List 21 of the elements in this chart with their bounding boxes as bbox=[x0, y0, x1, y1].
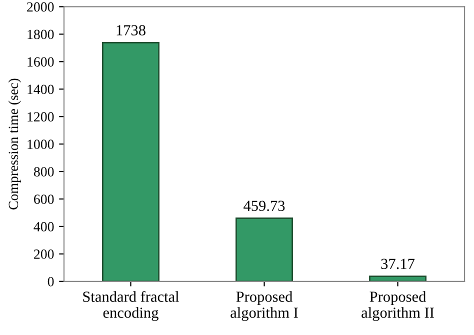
y-tick-label: 400 bbox=[34, 222, 54, 232]
y-tick-label: 1200 bbox=[28, 112, 54, 122]
data-label: 1738 bbox=[116, 25, 146, 36]
data-label: 37.17 bbox=[381, 258, 415, 270]
x-tick-label: Proposed algorithm II bbox=[362, 291, 434, 321]
y-tick-label: 200 bbox=[34, 250, 54, 259]
bar bbox=[369, 276, 426, 282]
y-tick-label: 1400 bbox=[28, 84, 54, 94]
y-tick-label: 1600 bbox=[28, 57, 54, 67]
y-tick-label: 2000 bbox=[27, 2, 54, 12]
x-tick-label: Proposed algorithm I bbox=[230, 291, 298, 321]
y-tick-label: 1800 bbox=[28, 30, 54, 40]
bar bbox=[102, 42, 160, 282]
y-tick-label: 600 bbox=[34, 194, 54, 204]
y-tick-label: 1000 bbox=[28, 140, 54, 150]
x-tick-label: Standard fractal encoding bbox=[83, 290, 180, 321]
bar bbox=[236, 218, 293, 282]
y-tick-label: 0 bbox=[48, 276, 54, 286]
data-label: 459.73 bbox=[244, 200, 285, 212]
y-tick-label: 800 bbox=[34, 167, 54, 176]
y-axis-title: Compression time (sec) bbox=[8, 78, 21, 210]
